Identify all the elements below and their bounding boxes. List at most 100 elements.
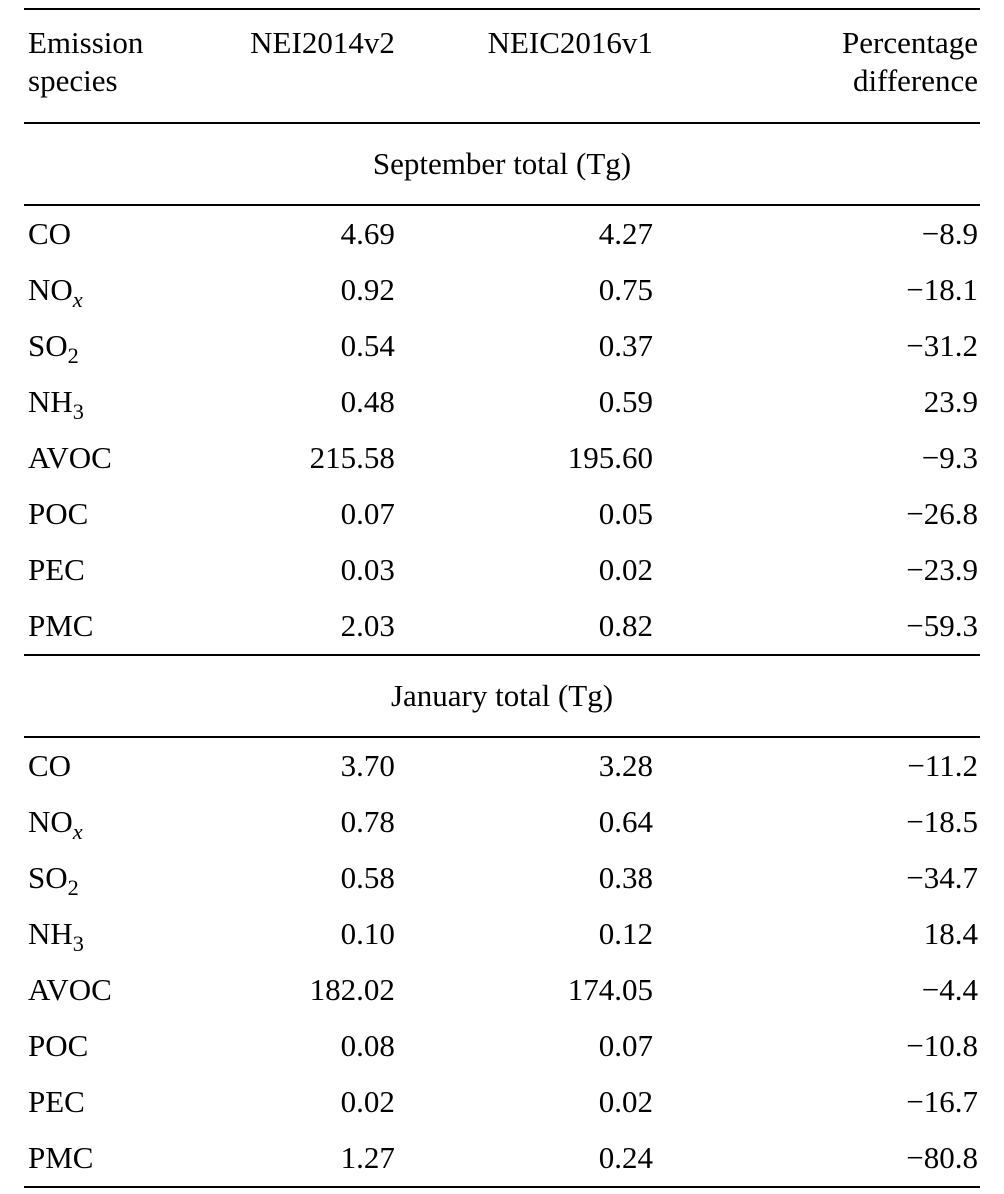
percentage-difference-value: −18.5 [906,804,978,839]
species-label: SO [28,860,68,895]
section-title: September total (Tg) [24,122,980,206]
species-label: POC [28,1028,89,1063]
nei2014v2-value: 0.02 [340,1084,395,1119]
header-row: Emission species NEI2014v2 NEIC2016v1 Pe… [24,9,980,123]
species-cell: NH3 [24,374,234,430]
species-label: NO [28,804,73,839]
nei2014v2-value: 1.27 [340,1140,395,1175]
species-label: AVOC [28,972,112,1007]
neic2016v1-value: 0.59 [598,384,653,419]
percentage-difference-value: −23.9 [906,552,978,587]
species-subscript: 3 [72,931,84,957]
table-row: PMC 2.03 0.82 −59.3 [24,598,980,655]
emissions-table: Emission species NEI2014v2 NEIC2016v1 Pe… [24,8,980,1188]
table-row: PEC 0.03 0.02 −23.9 [24,542,980,598]
neic2016v1-value: 0.82 [598,608,653,643]
nei2014v2-value: 215.58 [309,440,395,475]
species-cell: CO [24,737,234,794]
percentage-difference-value: −8.9 [921,216,978,251]
table-body: September total (Tg) CO 4.69 4.27 −8.9 NOx 0.9… [24,122,980,1187]
col-header-emission-species: Emission species [28,25,144,98]
table-row: NH3 0.10 0.12 18.4 [24,906,980,962]
species-subscript: 3 [72,399,84,425]
species-subscript: 2 [67,875,79,901]
nei2014v2-value: 0.58 [340,860,395,895]
table-row: NOx 0.92 0.75 −18.1 [24,262,980,318]
nei2014v2-value: 3.70 [340,748,395,783]
nei2014v2-value: 0.08 [340,1028,395,1063]
species-cell: NOx [24,262,234,318]
nei2014v2-value: 0.07 [340,496,395,531]
nei2014v2-value: 0.03 [340,552,395,587]
nei2014v2-value: 0.10 [340,916,395,951]
table-row: AVOC 182.02 174.05 −4.4 [24,962,980,1018]
species-cell: AVOC [24,430,234,486]
neic2016v1-value: 0.12 [598,916,653,951]
nei2014v2-value: 182.02 [309,972,395,1007]
percentage-difference-value: −80.8 [906,1140,978,1175]
nei2014v2-value: 2.03 [340,608,395,643]
table-row: POC 0.08 0.07 −10.8 [24,1018,980,1074]
percentage-difference-value: −18.1 [906,272,978,307]
section-heading-row: September total (Tg) [24,122,980,206]
species-cell: PMC [24,1130,234,1187]
species-label: NH [28,916,73,951]
species-label: POC [28,496,89,531]
species-label: PEC [28,1084,85,1119]
species-label: CO [28,216,72,251]
species-cell: SO2 [24,318,234,374]
nei2014v2-value: 4.69 [340,216,395,251]
neic2016v1-value: 0.75 [598,272,653,307]
species-cell: AVOC [24,962,234,1018]
neic2016v1-value: 4.27 [598,216,653,251]
species-label: SO [28,328,68,363]
table-row: PMC 1.27 0.24 −80.8 [24,1130,980,1187]
neic2016v1-value: 174.05 [567,972,653,1007]
species-cell: CO [24,205,234,262]
col-header-percentage-difference: Percentage difference [842,25,978,98]
neic2016v1-value: 195.60 [567,440,653,475]
neic2016v1-value: 0.05 [598,496,653,531]
table-row: NOx 0.78 0.64 −18.5 [24,794,980,850]
percentage-difference-value: −59.3 [906,608,978,643]
nei2014v2-value: 0.92 [340,272,395,307]
species-label: AVOC [28,440,112,475]
percentage-difference-value: −11.2 [907,748,978,783]
section-heading-row: January total (Tg) [24,654,980,738]
nei2014v2-value: 0.48 [340,384,395,419]
percentage-difference-value: −34.7 [906,860,978,895]
nei2014v2-value: 0.78 [340,804,395,839]
table-row: SO2 0.58 0.38 −34.7 [24,850,980,906]
table-row: NH3 0.48 0.59 23.9 [24,374,980,430]
species-label: PMC [28,608,94,643]
neic2016v1-value: 3.28 [598,748,653,783]
percentage-difference-value: −4.4 [921,972,978,1007]
species-cell: NOx [24,794,234,850]
species-label: PEC [28,552,85,587]
species-label: NH [28,384,73,419]
table-row: CO 4.69 4.27 −8.9 [24,205,980,262]
species-cell: PEC [24,542,234,598]
table-row: AVOC 215.58 195.60 −9.3 [24,430,980,486]
table-row: SO2 0.54 0.37 −31.2 [24,318,980,374]
percentage-difference-value: −9.3 [921,440,978,475]
percentage-difference-value: 18.4 [923,916,978,951]
table-row: CO 3.70 3.28 −11.2 [24,737,980,794]
species-cell: PMC [24,598,234,655]
species-label: PMC [28,1140,94,1175]
percentage-difference-value: −16.7 [906,1084,978,1119]
neic2016v1-value: 0.64 [598,804,653,839]
table-row: POC 0.07 0.05 −26.8 [24,486,980,542]
neic2016v1-value: 0.02 [598,552,653,587]
species-label: CO [28,748,72,783]
col-header-nei2014v2: NEI2014v2 [250,25,395,60]
percentage-difference-value: −10.8 [906,1028,978,1063]
species-cell: POC [24,1018,234,1074]
percentage-difference-value: −26.8 [906,496,978,531]
neic2016v1-value: 0.38 [598,860,653,895]
col-header-neic2016v1: NEIC2016v1 [487,25,653,60]
section-title: January total (Tg) [24,654,980,738]
percentage-difference-value: −31.2 [906,328,978,363]
species-label: NO [28,272,73,307]
